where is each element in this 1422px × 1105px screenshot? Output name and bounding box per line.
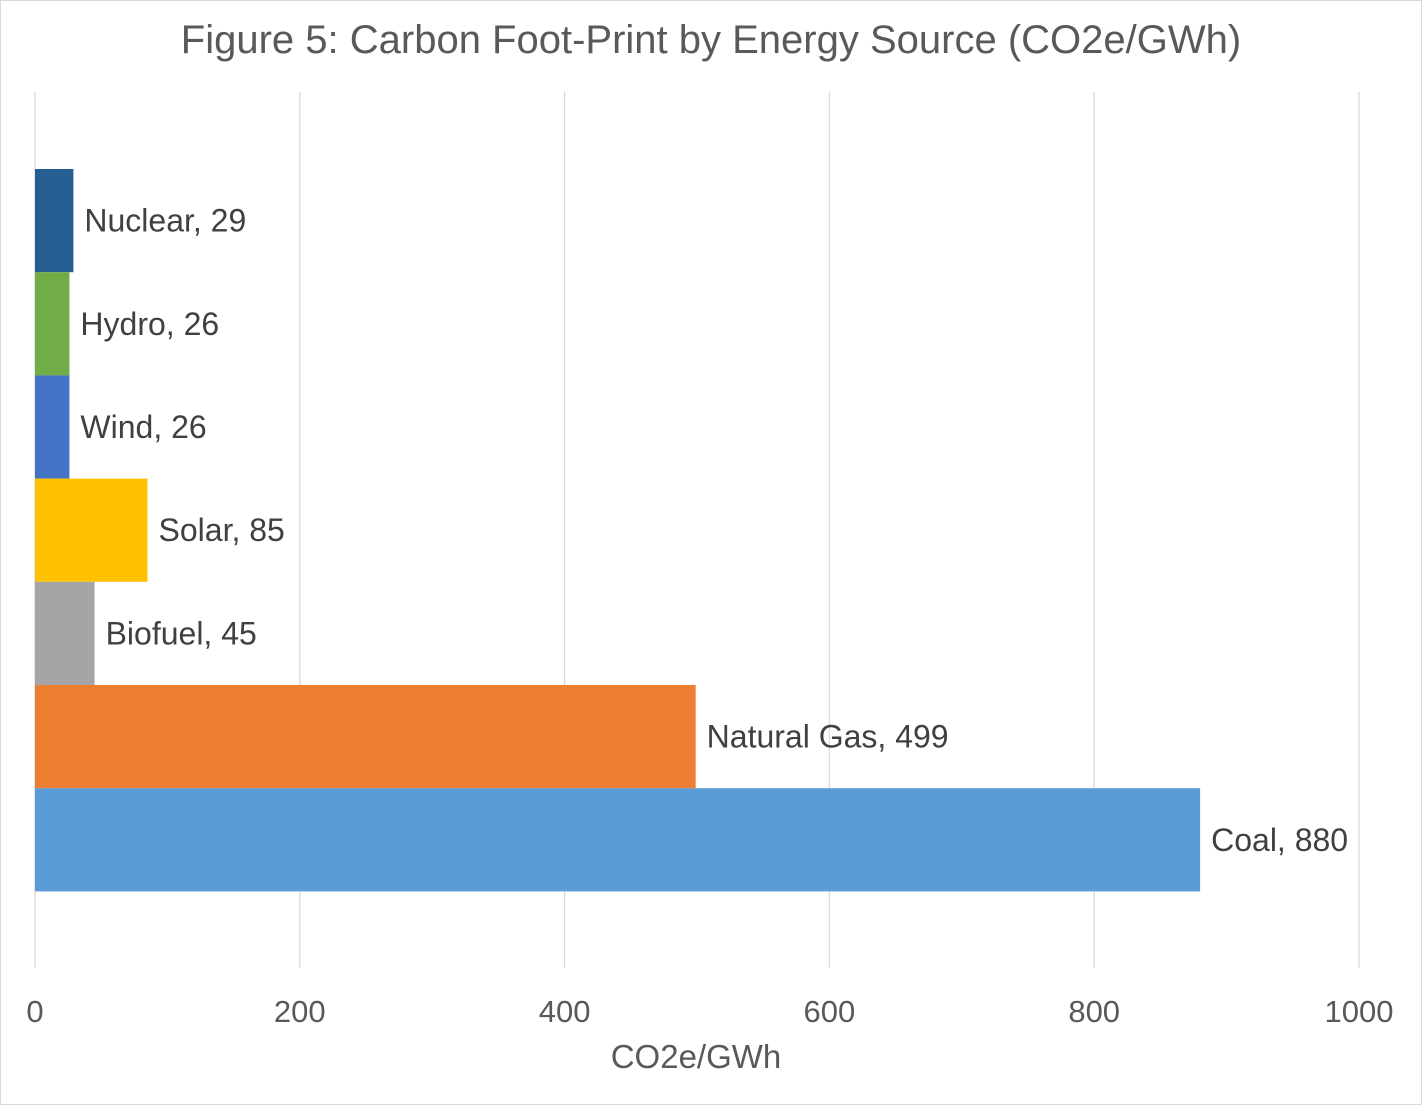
data-label-solar: Solar, 85	[159, 512, 285, 548]
x-tick-label: 600	[804, 994, 856, 1029]
bar-solar	[35, 478, 148, 582]
bars	[35, 169, 1201, 892]
bar-biofuel	[35, 581, 95, 685]
bar-hydro	[35, 272, 70, 376]
data-label-biofuel: Biofuel, 45	[106, 615, 257, 651]
x-axis-title: CO2e/GWh	[610, 1038, 782, 1075]
bar-coal	[35, 788, 1201, 892]
x-axis-ticks: 0 200 400 600 800 1000	[26, 994, 1393, 1029]
data-label-hydro: Hydro, 26	[80, 306, 219, 342]
data-label-nuclear: Nuclear, 29	[84, 203, 246, 239]
x-tick-label: 200	[274, 994, 326, 1029]
bar-natural-gas	[35, 685, 696, 789]
x-tick-label: 400	[539, 994, 591, 1029]
x-tick-label: 0	[26, 994, 43, 1029]
data-label-coal: Coal, 880	[1211, 822, 1348, 858]
chart-title: Figure 5: Carbon Foot-Print by Energy So…	[180, 18, 1242, 62]
data-labels: Nuclear, 29 Hydro, 26 Wind, 26 Solar, 85 Bio…	[80, 203, 1348, 858]
x-tick-label: 800	[1068, 994, 1120, 1029]
bar-nuclear	[35, 169, 74, 273]
bar-wind	[35, 375, 70, 479]
x-tick-label: 1000	[1325, 994, 1394, 1029]
data-label-wind: Wind, 26	[80, 409, 206, 445]
data-label-natural-gas: Natural Gas, 499	[707, 719, 949, 755]
